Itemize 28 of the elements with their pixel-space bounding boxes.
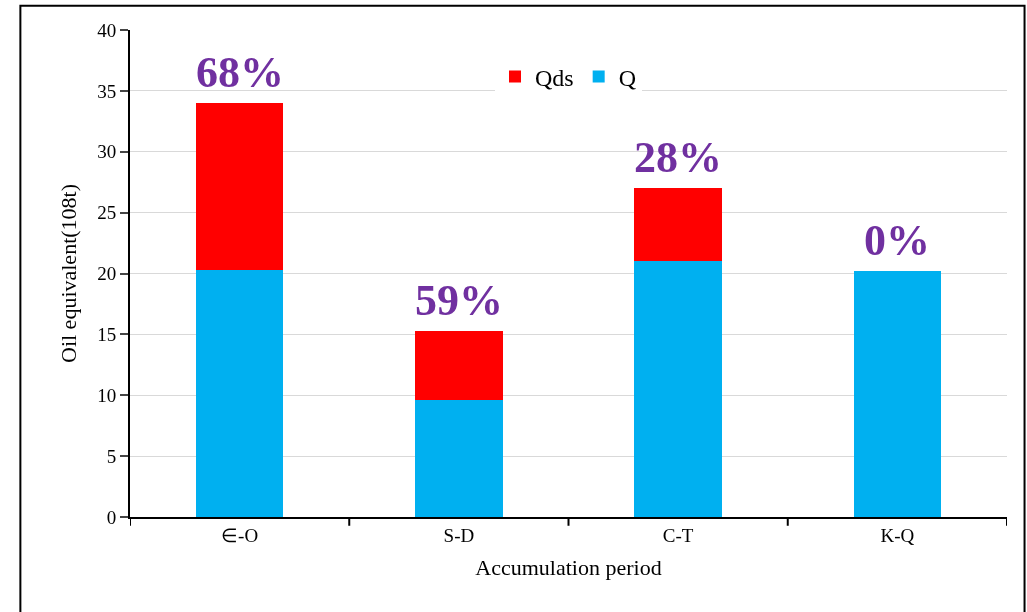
bar — [195, 103, 284, 270]
y-tick-label: 40 — [97, 19, 117, 41]
bar — [634, 261, 722, 517]
bar — [415, 330, 503, 401]
x-tick-label: ∈-O — [221, 524, 259, 546]
y-axis-title: Oil equivalent(108t) — [55, 183, 81, 364]
bar — [415, 400, 503, 517]
annotation: 59% — [415, 276, 503, 325]
annotation: 68% — [196, 48, 284, 97]
annotation: 28% — [634, 133, 722, 182]
annotation: 0% — [864, 216, 930, 265]
y-tick-label: 25 — [97, 202, 117, 224]
legend-label: Qds — [535, 64, 574, 91]
y-tick-label: 15 — [97, 324, 117, 346]
bar — [195, 269, 284, 517]
bar — [634, 188, 722, 262]
x-axis-title: Accumulation period — [475, 555, 662, 581]
x-tick-label: C-T — [662, 524, 694, 546]
x-tick-label: S-D — [443, 524, 475, 546]
y-tick-label: 30 — [97, 141, 117, 163]
y-tick-label: 0 — [106, 506, 117, 528]
bar — [853, 271, 942, 517]
legend-label: Q — [618, 64, 637, 91]
y-tick-label: 10 — [97, 384, 117, 406]
y-tick-label: 20 — [97, 263, 117, 285]
y-tick-label: 5 — [106, 445, 117, 467]
x-tick-label: K-Q — [880, 524, 915, 546]
y-tick-label: 35 — [97, 80, 117, 102]
